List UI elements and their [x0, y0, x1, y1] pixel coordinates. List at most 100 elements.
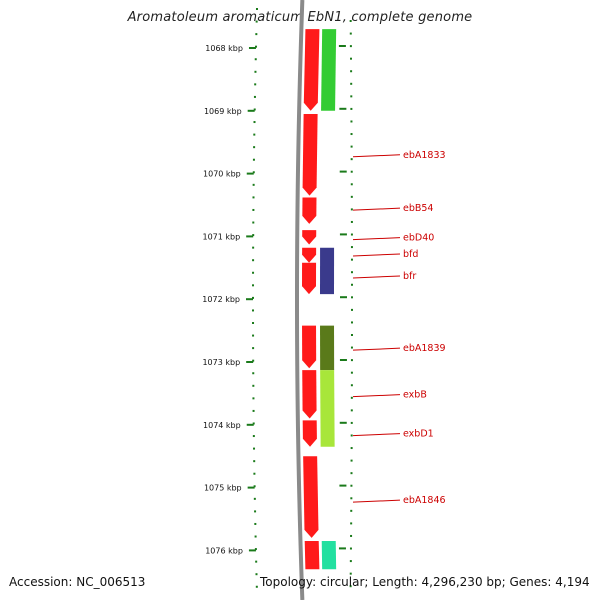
cds-feature — [302, 325, 317, 369]
minor-tick-dot — [253, 497, 256, 500]
right-tick-dot — [350, 195, 353, 198]
minor-tick-dot — [252, 384, 255, 387]
minor-tick-dot — [255, 585, 258, 588]
gene-leader-line — [352, 154, 401, 158]
minor-tick-dot — [252, 271, 255, 274]
cog-feature — [320, 247, 335, 295]
minor-tick-dot — [252, 397, 255, 400]
right-tick-dot — [350, 82, 353, 85]
right-tick-dot — [350, 334, 353, 336]
right-tick-dot — [350, 220, 353, 223]
right-tick-dot — [350, 70, 353, 73]
right-tick-dot — [350, 509, 353, 512]
minor-tick-dot — [252, 296, 255, 299]
right-tick-dot — [350, 346, 353, 349]
right-tick-dot — [350, 133, 353, 136]
right-tick-dot — [350, 296, 353, 299]
minor-tick-dot — [254, 58, 257, 61]
right-major-tick — [339, 296, 347, 299]
right-tick-dot — [350, 359, 353, 362]
right-tick-dot — [350, 371, 353, 374]
major-tick — [246, 423, 254, 426]
minor-tick-dot — [255, 20, 258, 23]
minor-tick-dot — [252, 309, 255, 312]
tick-label: 1071 kbp — [202, 232, 240, 241]
gene-label-ebD40: ebD40 — [403, 233, 434, 244]
cds-feature — [302, 262, 317, 295]
right-major-tick — [339, 170, 347, 173]
cog-feature — [321, 29, 337, 111]
minor-tick-dot — [253, 485, 256, 488]
cog-feature — [320, 325, 335, 371]
backbone-line — [295, 0, 305, 600]
gene-label-bfr: bfr — [403, 271, 416, 282]
genome-summary: Topology: circular; Length: 4,296,230 bp… — [260, 575, 590, 589]
minor-tick-dots — [252, 8, 258, 588]
gene-leader-line — [352, 394, 401, 398]
right-major-tick — [339, 107, 347, 110]
right-tick-dot — [349, 585, 352, 588]
right-tick-dot — [349, 547, 352, 550]
tick-label: 1075 kbp — [204, 484, 242, 493]
cds-feature — [304, 540, 320, 570]
right-tick-dot — [350, 434, 353, 437]
right-tick-dot — [350, 459, 353, 462]
right-tick-dot — [350, 95, 353, 98]
minor-tick-dot — [252, 208, 255, 211]
right-tick-dot — [350, 522, 353, 525]
cds-track — [302, 29, 320, 570]
major-tick — [248, 549, 256, 552]
cog-feature — [321, 540, 337, 570]
gene-labels: ebA1833 ebB54 ebD40 bfd bfr ebA1839 exbB exbD1 e… — [352, 150, 446, 506]
right-tick-dot — [350, 57, 353, 60]
minor-tick-dot — [252, 435, 255, 438]
minor-tick-dot — [253, 95, 256, 98]
minor-tick-dot — [253, 108, 256, 111]
cds-feature — [302, 113, 318, 196]
right-tick-dot — [350, 447, 353, 450]
gene-leader-line — [352, 499, 401, 503]
right-ticks — [338, 20, 353, 588]
right-major-tick — [339, 359, 347, 361]
gene-label-bfd: bfd — [403, 249, 418, 260]
minor-tick-dot — [254, 510, 257, 513]
minor-tick-dot — [253, 121, 256, 124]
cds-feature — [302, 247, 317, 263]
gene-label-exbB: exbB — [403, 390, 427, 401]
ruler-ticks: 1068 kbp 1069 kbp 1070 kbp 1071 kbp 1072 kbp… — [202, 44, 256, 555]
minor-tick-dot — [252, 221, 255, 224]
minor-tick-dot — [252, 322, 255, 324]
tick-label: 1076 kbp — [205, 546, 243, 555]
tick-label: 1073 kbp — [202, 358, 240, 367]
right-tick-dot — [350, 384, 353, 387]
minor-tick-dot — [252, 246, 255, 249]
minor-tick-dot — [254, 70, 257, 73]
right-tick-dot — [350, 246, 353, 249]
tick-label: 1069 kbp — [204, 107, 242, 116]
right-tick-dot — [350, 497, 353, 500]
right-tick-dot — [350, 308, 353, 311]
gene-leader-line — [352, 433, 401, 437]
right-tick-dot — [350, 258, 353, 261]
minor-tick-dot — [252, 259, 255, 262]
right-tick-dot — [350, 208, 353, 211]
minor-tick-dot — [253, 133, 256, 136]
minor-tick-dot — [252, 234, 255, 237]
major-tick — [246, 172, 254, 175]
cds-feature — [302, 420, 317, 447]
minor-tick-dot — [252, 171, 255, 174]
gene-leader-line — [352, 207, 401, 211]
minor-tick-dot — [255, 8, 258, 10]
cds-feature — [302, 370, 317, 419]
minor-tick-dot — [252, 372, 255, 375]
right-tick-dot — [350, 145, 353, 148]
right-tick-dot — [349, 45, 352, 48]
minor-tick-dot — [254, 83, 257, 86]
right-tick-dot — [350, 233, 353, 236]
right-tick-dot — [349, 32, 352, 35]
major-tick — [246, 235, 254, 238]
gene-leader-line — [352, 275, 401, 279]
minor-tick-dot — [252, 196, 255, 199]
minor-tick-dot — [252, 334, 255, 337]
right-tick-dot — [350, 120, 353, 123]
